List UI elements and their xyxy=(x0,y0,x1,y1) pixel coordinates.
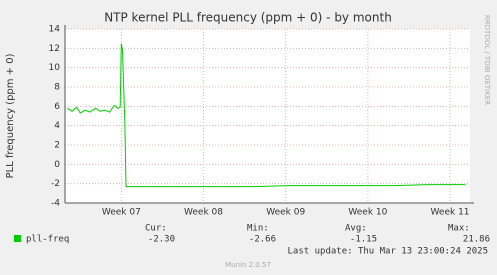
stat-value: -2.30 xyxy=(148,235,175,245)
footer: Munin 2.0.57 xyxy=(225,261,271,269)
y-tick-label: 2 xyxy=(54,141,60,151)
y-tick-label: 6 xyxy=(54,102,60,112)
x-tick-label: Week 11 xyxy=(431,208,470,218)
plot-area xyxy=(65,29,470,203)
data-line xyxy=(67,43,466,188)
stat-header: Min: xyxy=(247,224,269,234)
stat-header: Max: xyxy=(448,224,470,234)
stat-header: Avg: xyxy=(345,224,367,234)
y-tick-label: 8 xyxy=(54,83,60,93)
side-text: RRDTOOL / TOBI OETIKER xyxy=(483,15,491,105)
stat-value: -1.15 xyxy=(350,235,377,245)
legend-swatch xyxy=(14,235,21,242)
x-tick-label: Week 07 xyxy=(102,208,141,218)
x-tick-label: Week 08 xyxy=(184,208,223,218)
x-tick-label: Week 09 xyxy=(266,208,305,218)
legend-label: pll-freq xyxy=(26,235,69,245)
last-update: Last update: Thu Mar 13 23:00:24 2025 xyxy=(288,247,488,257)
stat-value: 21.86 xyxy=(463,235,490,245)
y-tick-label: 14 xyxy=(49,25,61,35)
stat-header: Cur: xyxy=(145,224,167,234)
y-axis-label: PLL frequency (ppm + 0) xyxy=(5,53,16,178)
stat-value: -2.66 xyxy=(249,235,276,245)
x-tick-label: Week 10 xyxy=(348,208,387,218)
y-tick-label: 10 xyxy=(49,63,61,73)
y-tick-label: 12 xyxy=(49,44,60,54)
y-tick-label: -2 xyxy=(51,179,60,189)
y-tick-label: 0 xyxy=(54,160,60,170)
chart-title: NTP kernel PLL frequency (ppm + 0) - by … xyxy=(104,11,392,25)
y-tick-label: 4 xyxy=(54,121,60,131)
y-tick-label: -4 xyxy=(51,199,60,209)
